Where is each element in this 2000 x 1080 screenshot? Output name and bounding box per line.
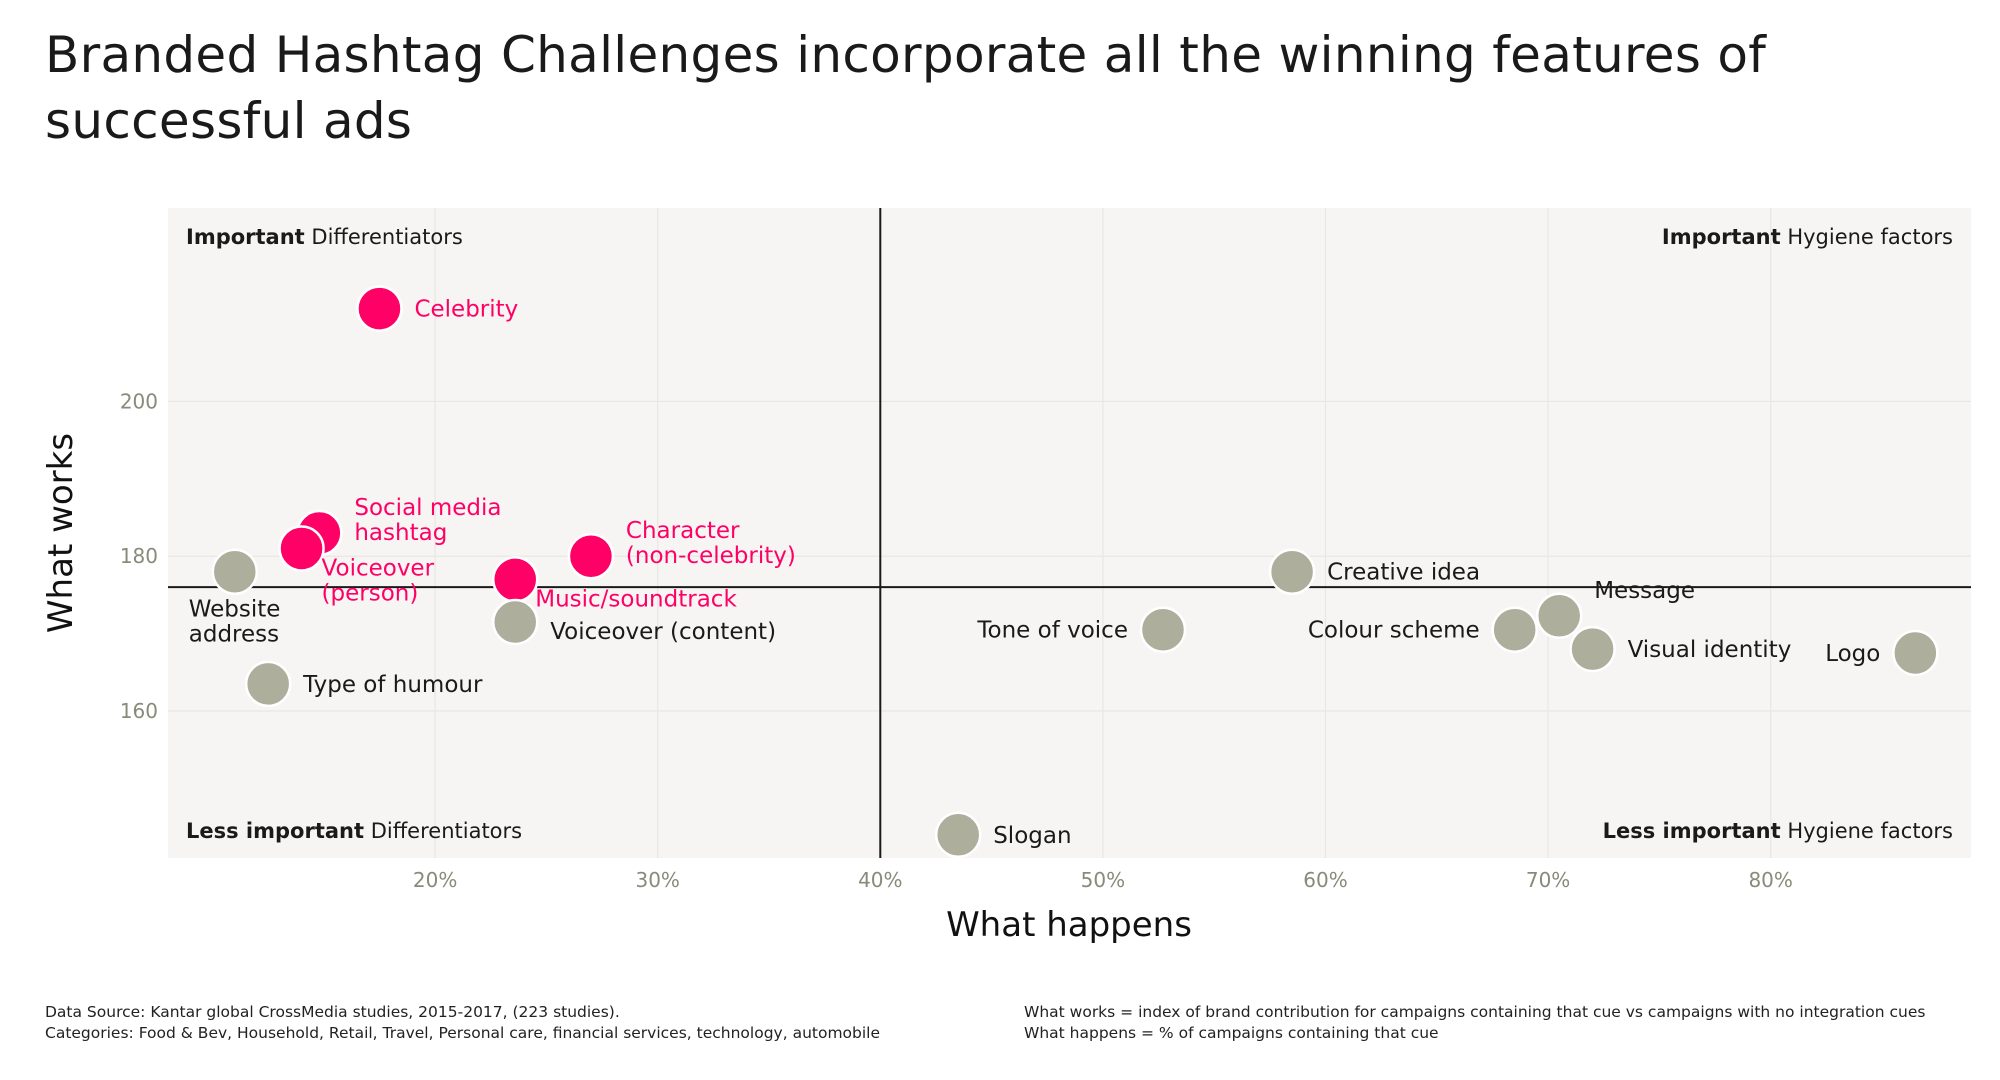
- x-tick-label: 30%: [635, 868, 679, 892]
- footnote-left: Data Source: Kantar global CrossMedia st…: [45, 1002, 880, 1044]
- data-point-label: Slogan: [993, 823, 1071, 849]
- data-point: [356, 285, 403, 332]
- chart-title: Branded Hashtag Challenges incorporate a…: [45, 26, 1767, 150]
- x-tick-label: 70%: [1526, 868, 1570, 892]
- data-point-label: hashtag: [354, 520, 447, 546]
- data-point-label: Celebrity: [414, 297, 518, 323]
- data-point: [1139, 606, 1187, 653]
- data-point-label: (non-celebrity): [626, 543, 796, 569]
- data-point: [1892, 629, 1939, 677]
- data-point-label: (person): [322, 580, 419, 606]
- data-point-label: Colour scheme: [1308, 618, 1480, 644]
- data-point: [491, 556, 539, 603]
- data-point: [1268, 548, 1316, 595]
- data-point: [244, 660, 292, 708]
- data-point: [491, 598, 539, 646]
- footnote-categories: Categories: Food & Bev, Household, Retai…: [45, 1024, 881, 1042]
- data-point-label: Tone of voice: [976, 618, 1128, 644]
- data-point-label: address: [189, 622, 279, 648]
- footnote-right: What works = index of brand contribution…: [1024, 1002, 1925, 1044]
- quadrant-labels: Important Differentiators Important Hygie…: [186, 225, 1953, 843]
- data-point-label: Logo: [1825, 641, 1880, 667]
- data-point-label: Voiceover: [322, 555, 435, 581]
- y-tick-label: 180: [120, 544, 158, 568]
- quadrant-label-top-left: Important Differentiators: [186, 225, 463, 249]
- data-point: [567, 532, 615, 580]
- data-point-label: Social media: [354, 495, 501, 521]
- y-tick-label: 160: [120, 699, 158, 723]
- data-point: [1569, 625, 1616, 673]
- data-point-label: Visual identity: [1628, 637, 1792, 663]
- plot-background: [168, 208, 1971, 858]
- x-axis-label: What happens: [946, 905, 1192, 945]
- data-points: [211, 285, 1939, 859]
- data-point: [278, 525, 325, 572]
- y-tick-label: 200: [120, 389, 158, 413]
- x-tick-label: 60%: [1303, 868, 1347, 892]
- data-point-label: Website: [189, 597, 281, 623]
- data-point-label: Creative idea: [1327, 560, 1480, 586]
- data-point-label: Voiceover (content): [550, 619, 776, 645]
- reference-lines: [168, 208, 1971, 858]
- x-tick-label: 20%: [413, 868, 457, 892]
- footnote-what-happens: What happens = % of campaigns containing…: [1024, 1024, 1439, 1042]
- footnote-data-source: Data Source: Kantar global CrossMedia st…: [45, 1003, 620, 1021]
- x-tick-label: 80%: [1748, 868, 1792, 892]
- data-point: [1535, 592, 1583, 640]
- quadrant-label-bottom-right: Less important Hygiene factors: [1603, 819, 1953, 843]
- data-point: [211, 548, 259, 595]
- axis-ticks: 20% 30% 40% 50% 60% 70% 80% 160 180 200: [120, 389, 1793, 892]
- data-point: [1491, 606, 1538, 653]
- quadrant-label-bottom-left: Less important Differentiators: [186, 819, 522, 843]
- x-tick-label: 50%: [1081, 868, 1125, 892]
- data-point-label: Message: [1594, 578, 1695, 604]
- data-point-label: Character: [626, 518, 740, 544]
- footnote-what-works: What works = index of brand contribution…: [1024, 1003, 1926, 1021]
- quadrant-label-top-right: Important Hygiene factors: [1662, 225, 1953, 249]
- x-tick-label: 40%: [858, 868, 902, 892]
- data-point: [934, 811, 982, 859]
- data-point-label: Type of humour: [302, 672, 483, 698]
- data-point-label: Music/soundtrack: [535, 586, 737, 612]
- y-axis-label: What works: [41, 433, 81, 633]
